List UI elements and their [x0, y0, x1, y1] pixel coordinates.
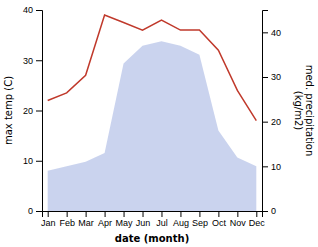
precipitation-area — [48, 41, 257, 211]
tick-mark — [48, 211, 49, 217]
tick-label: Apr — [98, 218, 112, 228]
y-axis: 0 10 20 30 40 — [23, 5, 43, 216]
tick: 20 — [23, 106, 42, 116]
chart: JanFebMar Apr MayJun Jul AugSep OctNovDec 0 10 2… — [0, 0, 318, 247]
y2-axis-title-line: (kg/m2) — [293, 91, 304, 131]
axis-line — [36, 11, 43, 212]
tick-mark — [262, 32, 268, 33]
tick-mark — [67, 211, 68, 217]
tick-label: Jun — [136, 218, 151, 228]
y-axis-title: max temp (C) — [3, 76, 14, 145]
axis-line — [43, 212, 263, 218]
tick-mark — [36, 111, 42, 112]
tick-mark — [262, 166, 268, 167]
tick-mark — [36, 161, 42, 162]
tick: 40 — [23, 5, 42, 15]
y2-axis-title-line: med. precipitation — [304, 65, 315, 157]
tick-label: 20 — [271, 117, 281, 127]
tick-label: Dec — [249, 218, 266, 228]
x-axis-title: date (month) — [115, 233, 189, 244]
tick-mark — [36, 60, 42, 61]
y2-axis-title: med. precipitation(kg/m2) — [293, 65, 315, 157]
tick-label: 30 — [271, 72, 281, 82]
tick-mark — [262, 211, 268, 212]
tick: 10 — [262, 162, 281, 172]
plot: JanFebMar Apr MayJun Jul AugSep OctNovDec 0 10 2… — [3, 5, 315, 244]
tick: Jun — [136, 211, 151, 228]
y2-axis: 0 10 20 30 40 — [262, 11, 281, 217]
tick-mark — [86, 211, 87, 217]
tick-mark — [262, 77, 268, 78]
tick-label: 40 — [23, 5, 33, 15]
tick: May — [116, 211, 134, 228]
tick-mark — [218, 211, 219, 217]
tick: 40 — [262, 28, 281, 38]
tick-mark — [36, 10, 42, 11]
tick: Sep — [192, 211, 208, 228]
tick: Jan — [41, 211, 56, 228]
tick-label: 0 — [28, 206, 33, 216]
tick: Feb — [59, 211, 75, 228]
tick: 20 — [262, 117, 281, 127]
tick-label: Oct — [212, 218, 227, 228]
tick: 30 — [262, 72, 281, 82]
tick-label: 20 — [23, 106, 33, 116]
tick: 0 — [28, 206, 42, 216]
tick: Apr — [98, 211, 112, 228]
tick-label: 10 — [271, 162, 281, 172]
tick-label: Jan — [41, 218, 56, 228]
tick-label: 10 — [23, 156, 33, 166]
tick-label: 0 — [271, 206, 276, 216]
tick: Aug — [173, 211, 189, 228]
tick-mark — [237, 211, 238, 217]
tick-label: Aug — [173, 218, 189, 228]
axis-line — [263, 11, 269, 212]
tick-label: Mar — [78, 218, 94, 228]
tick-mark — [143, 211, 144, 217]
tick: 10 — [23, 156, 42, 166]
tick-mark — [124, 211, 125, 217]
tick: Nov — [230, 211, 247, 228]
tick-label: Jul — [156, 218, 168, 228]
tick-mark — [36, 211, 42, 212]
tick: Jul — [156, 211, 168, 228]
tick-mark — [180, 211, 181, 217]
tick-mark — [199, 211, 200, 217]
tick-label: 30 — [23, 56, 33, 66]
tick-mark — [256, 211, 257, 217]
tick-label: May — [116, 218, 134, 228]
tick: Mar — [78, 211, 94, 228]
tick-mark — [105, 211, 106, 217]
tick: 30 — [23, 56, 42, 66]
tick-label: 40 — [271, 28, 281, 38]
x-axis: JanFebMar Apr MayJun Jul AugSep OctNovDec — [41, 211, 265, 228]
tick: Dec — [249, 211, 266, 228]
tick: Oct — [212, 211, 227, 228]
marks — [48, 15, 257, 211]
tick-label: Nov — [230, 218, 247, 228]
tick-label: Feb — [59, 218, 75, 228]
tick-mark — [262, 122, 268, 123]
tick-mark — [161, 211, 162, 217]
tick: 0 — [262, 206, 276, 216]
tick-label: Sep — [192, 218, 208, 228]
temperature-line — [48, 15, 257, 121]
